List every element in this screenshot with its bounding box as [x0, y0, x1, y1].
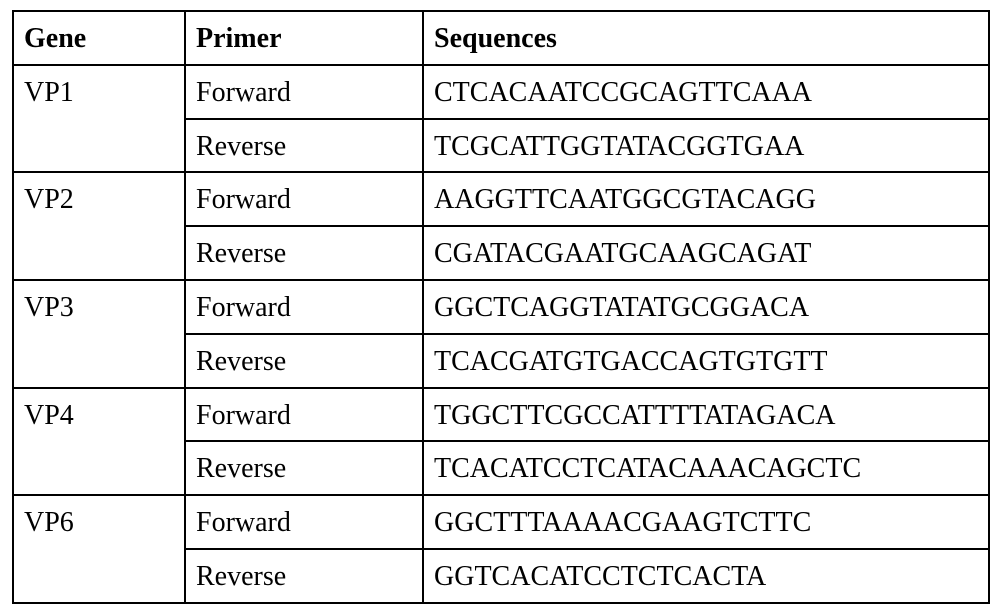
sequence-cell: TCACATCCTCATACAAACAGCTC	[423, 441, 989, 495]
col-header-primer: Primer	[185, 11, 423, 65]
col-header-sequences: Sequences	[423, 11, 989, 65]
gene-cell: VP3	[13, 280, 185, 388]
sequence-cell: GGCTCAGGTATATGCGGACA	[423, 280, 989, 334]
sequence-cell: GGCTTTAAAACGAAGTCTTC	[423, 495, 989, 549]
primer-cell: Reverse	[185, 119, 423, 173]
table-row: VP4 Forward TGGCTTCGCCATTTTATAGACA	[13, 388, 989, 442]
primer-cell: Forward	[185, 388, 423, 442]
primer-cell: Reverse	[185, 441, 423, 495]
primer-cell: Forward	[185, 172, 423, 226]
primer-cell: Forward	[185, 65, 423, 119]
table-header-row: Gene Primer Sequences	[13, 11, 989, 65]
sequence-cell: TGGCTTCGCCATTTTATAGACA	[423, 388, 989, 442]
sequence-cell: TCACGATGTGACCAGTGTGTT	[423, 334, 989, 388]
gene-cell: VP6	[13, 495, 185, 603]
primer-table: Gene Primer Sequences VP1 Forward CTCACA…	[12, 10, 990, 604]
primer-cell: Reverse	[185, 549, 423, 603]
primer-cell: Reverse	[185, 334, 423, 388]
col-header-gene: Gene	[13, 11, 185, 65]
table-row: VP2 Forward AAGGTTCAATGGCGTACAGG	[13, 172, 989, 226]
sequence-cell: TCGCATTGGTATACGGTGAA	[423, 119, 989, 173]
primer-cell: Reverse	[185, 226, 423, 280]
primer-cell: Forward	[185, 495, 423, 549]
sequence-cell: CTCACAATCCGCAGTTCAAA	[423, 65, 989, 119]
table-row: VP6 Forward GGCTTTAAAACGAAGTCTTC	[13, 495, 989, 549]
gene-cell: VP4	[13, 388, 185, 496]
table-row: VP1 Forward CTCACAATCCGCAGTTCAAA	[13, 65, 989, 119]
sequence-cell: CGATACGAATGCAAGCAGAT	[423, 226, 989, 280]
gene-cell: VP1	[13, 65, 185, 173]
primer-cell: Forward	[185, 280, 423, 334]
table-row: VP3 Forward GGCTCAGGTATATGCGGACA	[13, 280, 989, 334]
gene-cell: VP2	[13, 172, 185, 280]
sequence-cell: AAGGTTCAATGGCGTACAGG	[423, 172, 989, 226]
sequence-cell: GGTCACATCCTCTCACTA	[423, 549, 989, 603]
